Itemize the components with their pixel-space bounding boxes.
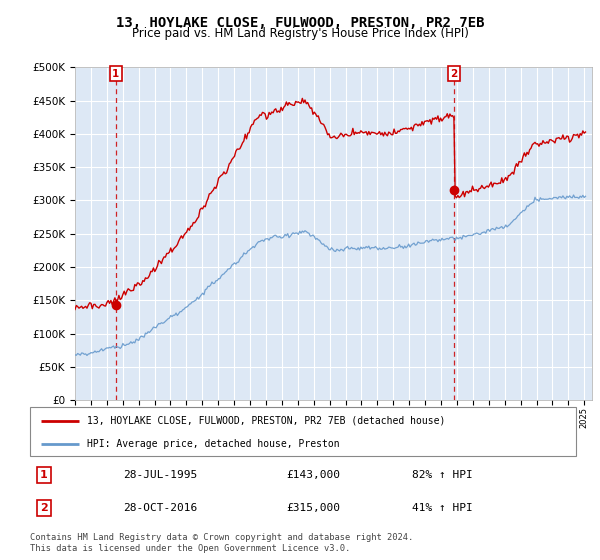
Text: 28-OCT-2016: 28-OCT-2016 xyxy=(123,503,197,513)
FancyBboxPatch shape xyxy=(30,407,576,456)
Text: 2: 2 xyxy=(451,68,458,78)
Text: HPI: Average price, detached house, Preston: HPI: Average price, detached house, Pres… xyxy=(88,439,340,449)
Text: 1: 1 xyxy=(40,470,47,480)
Text: 82% ↑ HPI: 82% ↑ HPI xyxy=(412,470,473,480)
Text: 13, HOYLAKE CLOSE, FULWOOD, PRESTON, PR2 7EB: 13, HOYLAKE CLOSE, FULWOOD, PRESTON, PR2… xyxy=(116,16,484,30)
Text: 28-JUL-1995: 28-JUL-1995 xyxy=(123,470,197,480)
Text: £143,000: £143,000 xyxy=(287,470,341,480)
Text: 2: 2 xyxy=(40,503,47,513)
Text: Price paid vs. HM Land Registry's House Price Index (HPI): Price paid vs. HM Land Registry's House … xyxy=(131,27,469,40)
Text: £315,000: £315,000 xyxy=(287,503,341,513)
Text: Contains HM Land Registry data © Crown copyright and database right 2024.
This d: Contains HM Land Registry data © Crown c… xyxy=(30,533,413,553)
Text: 41% ↑ HPI: 41% ↑ HPI xyxy=(412,503,473,513)
Text: 13, HOYLAKE CLOSE, FULWOOD, PRESTON, PR2 7EB (detached house): 13, HOYLAKE CLOSE, FULWOOD, PRESTON, PR2… xyxy=(88,416,446,426)
Text: 1: 1 xyxy=(112,68,119,78)
